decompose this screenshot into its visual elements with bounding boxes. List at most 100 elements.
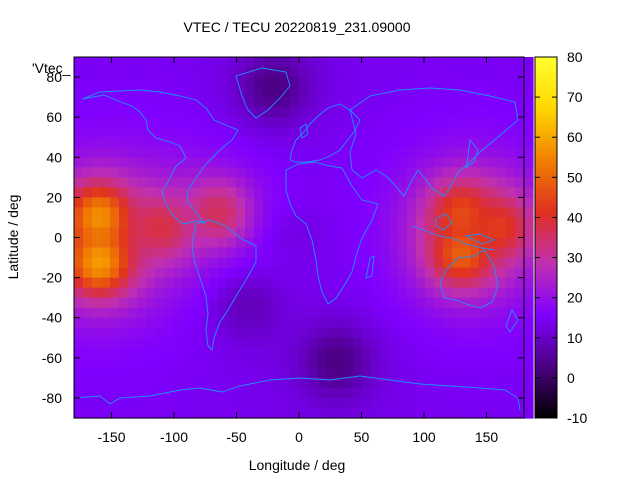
heatmap-cell [137,237,147,249]
heatmap-cell [191,307,201,319]
heatmap-cell [164,377,174,389]
heatmap-cell [272,147,282,158]
heatmap-cell [524,77,534,88]
heatmap-cell [389,307,399,319]
heatmap-cell [506,247,516,259]
heatmap-cell [479,397,489,409]
heatmap-cell [380,117,390,128]
heatmap-cell [398,127,408,138]
heatmap-cell [488,197,498,209]
heatmap-cell [353,157,363,168]
heatmap-cell [335,407,345,419]
heatmap-cell [236,157,246,168]
heatmap-cell [254,197,264,209]
heatmap-cell [452,357,462,369]
heatmap-cell [263,227,273,239]
heatmap-cell [308,187,318,198]
heatmap-cell [173,117,183,128]
heatmap-cell [452,157,462,168]
heatmap-cell [488,287,498,299]
heatmap-cell [137,367,147,379]
heatmap-cell [317,127,327,138]
heatmap-cell [83,307,93,319]
heatmap-cell [227,217,237,229]
heatmap-cell [182,67,192,78]
heatmap-cell [506,327,516,339]
heatmap-cell [335,357,345,369]
heatmap-cell [344,327,354,339]
heatmap-cell [326,407,336,419]
heatmap-cell [515,187,525,198]
heatmap-cell [515,227,525,239]
heatmap-cell [335,347,345,359]
heatmap-cell [317,207,327,219]
heatmap-cell [317,327,327,339]
heatmap-cell [137,157,147,168]
heatmap-cell [326,117,336,128]
heatmap-cell [488,137,498,148]
heatmap-cell [461,97,471,108]
heatmap-cell [281,327,291,339]
heatmap-cell [398,177,408,188]
heatmap-cell [362,207,372,219]
heatmap-cell [362,407,372,419]
heatmap-cell [191,237,201,249]
heatmap-cell [281,57,291,68]
heatmap-cell [110,327,120,339]
heatmap-cell [299,287,309,299]
heatmap-cell [344,97,354,108]
heatmap-cell [254,187,264,198]
heatmap-cell [380,217,390,229]
heatmap-cell [164,267,174,279]
heatmap-cell [479,267,489,279]
heatmap-cell [344,127,354,138]
heatmap-cell [245,117,255,128]
heatmap-cell [173,187,183,198]
heatmap-cell [83,387,93,399]
heatmap-cell [110,57,120,68]
heatmap-cell [245,367,255,379]
heatmap-cell [146,57,156,68]
heatmap-cell [416,157,426,168]
heatmap-cell [425,237,435,249]
heatmap-cell [506,317,516,329]
heatmap-cell [479,257,489,269]
heatmap-cell [83,367,93,379]
heatmap-cell [407,287,417,299]
heatmap-cell [389,407,399,419]
heatmap-cell [227,277,237,289]
heatmap-cell [191,197,201,209]
heatmap-cell [308,147,318,158]
heatmap-cell [461,317,471,329]
heatmap-cell [101,167,111,178]
heatmap-cell [380,357,390,369]
heatmap-cell [416,67,426,78]
heatmap-cell [218,157,228,168]
heatmap-cell [92,187,102,198]
heatmap-cell [416,137,426,148]
heatmap-cell [146,227,156,239]
heatmap-cell [227,337,237,349]
heatmap-cell [128,57,138,68]
heatmap-cell [479,357,489,369]
heatmap-cell [245,167,255,178]
heatmap-cell [92,327,102,339]
heatmap-cell [155,157,165,168]
heatmap-cell [488,387,498,399]
heatmap-cell [353,207,363,219]
coastline-antarctica [73,375,521,411]
heatmap-cell [443,327,453,339]
heatmap-cell [272,347,282,359]
heatmap-cell [254,367,264,379]
heatmap-cell [182,127,192,138]
heatmap-cell [506,237,516,249]
heatmap-cell [245,187,255,198]
heatmap-cell [209,347,219,359]
heatmap-cell [326,297,336,309]
heatmap-cell [497,397,507,409]
heatmap-cell [326,107,336,118]
heatmap-cell [497,207,507,219]
heatmap-cell [146,357,156,369]
heatmap-cell [227,247,237,259]
